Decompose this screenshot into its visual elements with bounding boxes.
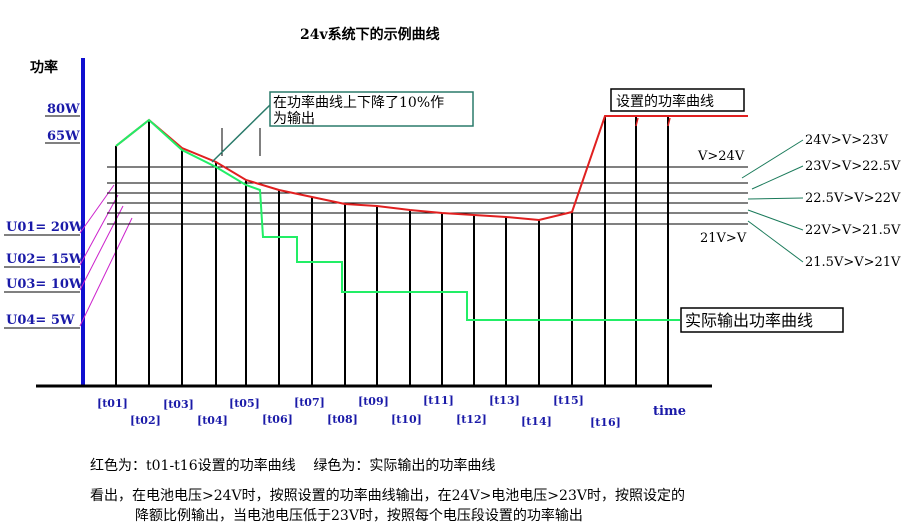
- u-pointer-lines: [79, 184, 133, 327]
- annotation-pointer: [211, 104, 271, 163]
- u-label-u03: U03= 10W: [6, 277, 84, 292]
- legend-line: 红色为：t01-t16设置的功率曲线 绿色为：实际输出的功率曲线: [90, 457, 495, 474]
- time-label-t11: [t11]: [423, 394, 454, 407]
- time-label-t08: [t08]: [327, 413, 358, 426]
- time-label-group: [t01] [t02] [t03] [t04] [t05] [t06] [t07…: [97, 394, 621, 429]
- time-label-t03: [t03]: [163, 398, 194, 411]
- voltage-label-below-21: 21V>V: [700, 231, 747, 246]
- power-label-80w: 80W: [47, 102, 80, 117]
- note-line-1: 看出，在电池电压>24V时，按照设置的功率曲线输出，在24V>电池电压>23V时…: [90, 487, 685, 504]
- voltage-label-23-22-5: 23V>V>22.5V: [805, 159, 901, 174]
- note-line-2: 降额比例输出，当电池电压低于23V时，按照每个电压段设置的功率输出: [135, 507, 583, 524]
- time-label-t13: [t13]: [489, 394, 520, 407]
- time-label-t14: [t14]: [521, 415, 552, 428]
- u-label-u01: U01= 20W: [6, 220, 84, 235]
- voltage-label-22-5-22: 22.5V>V>22V: [805, 191, 901, 206]
- annotation-line1: 在功率曲线上下降了10%作: [273, 94, 444, 111]
- y-axis-label: 功率: [30, 59, 58, 76]
- time-label-t09: [t09]: [358, 395, 389, 408]
- annotation-ticks: [221, 128, 261, 156]
- actual-curve-label: 实际输出功率曲线: [685, 311, 813, 330]
- actual-curve-box: [680, 307, 844, 333]
- set-curve-arrows: [635, 117, 671, 127]
- actual-power-curve: [115, 118, 680, 321]
- time-label-t06: [t06]: [262, 413, 293, 426]
- time-label-t10: [t10]: [391, 413, 422, 426]
- set-curve-label: 设置的功率曲线: [616, 93, 714, 110]
- time-label-t07: [t07]: [294, 396, 325, 409]
- voltage-label-above-24: V>24V: [697, 149, 745, 164]
- time-label-t16: [t16]: [590, 416, 621, 429]
- annotation-line2: 为输出: [273, 111, 315, 127]
- x-axis-label: time: [653, 404, 686, 419]
- voltage-label-22-21-5: 22V>V>21.5V: [805, 223, 901, 238]
- u-label-u02: U02= 15W: [6, 252, 84, 267]
- time-gridlines: [115, 116, 669, 386]
- set-curve-box: [610, 88, 745, 112]
- time-label-t05: [t05]: [229, 397, 260, 410]
- time-label-t01: [t01]: [97, 397, 128, 410]
- u-label-u04: U04= 5W: [6, 313, 75, 328]
- annotation-box: [269, 91, 474, 127]
- time-label-t02: [t02]: [130, 414, 161, 427]
- time-label-t04: [t04]: [197, 414, 228, 427]
- voltage-pointer-lines: [741, 139, 804, 263]
- power-label-65w: 65W: [47, 129, 80, 144]
- diagram-title: 24v系统下的示例曲线: [300, 26, 440, 43]
- set-power-curve: [115, 115, 748, 222]
- time-label-t12: [t12]: [456, 413, 487, 426]
- voltage-band-lines: [107, 166, 748, 225]
- time-label-t15: [t15]: [553, 394, 584, 407]
- voltage-label-24-23: 24V>V>23V: [805, 133, 889, 148]
- voltage-label-21-5-21: 21.5V>V>21V: [805, 255, 901, 270]
